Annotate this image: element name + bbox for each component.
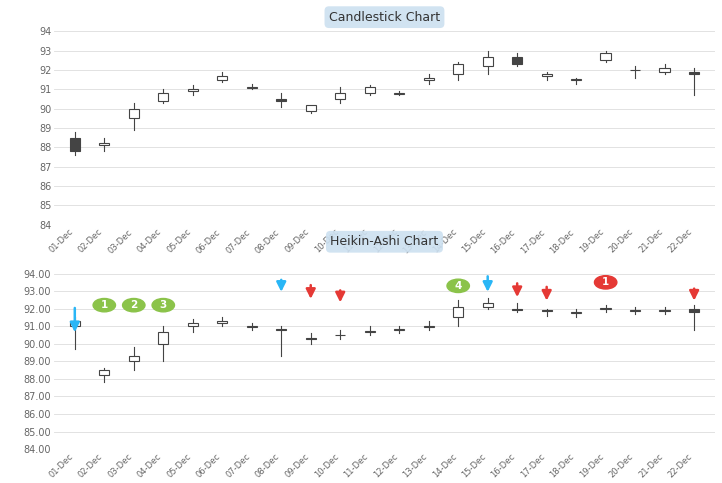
Circle shape — [152, 298, 175, 312]
Bar — [129, 356, 139, 361]
Bar — [512, 309, 522, 311]
Bar — [659, 68, 670, 72]
Text: 2: 2 — [130, 300, 137, 310]
Bar — [424, 78, 434, 80]
Bar — [689, 309, 700, 312]
Text: 3: 3 — [160, 300, 167, 310]
Bar — [601, 53, 611, 60]
Circle shape — [447, 279, 469, 293]
Bar — [424, 326, 434, 327]
Bar — [276, 99, 287, 101]
Bar — [247, 87, 257, 88]
Circle shape — [123, 298, 145, 312]
Text: Heikin-Ashi Chart: Heikin-Ashi Chart — [331, 235, 438, 248]
Bar — [99, 143, 110, 145]
Bar — [217, 76, 227, 80]
Bar — [247, 326, 257, 327]
Text: 1: 1 — [100, 300, 108, 310]
Bar — [571, 79, 581, 80]
Text: 1: 1 — [602, 277, 609, 287]
Bar — [512, 57, 522, 64]
Bar — [542, 310, 552, 311]
Text: Candlestick Chart: Candlestick Chart — [329, 11, 440, 24]
Bar — [542, 74, 552, 76]
Bar — [394, 93, 404, 94]
Bar — [217, 321, 227, 323]
Bar — [158, 93, 168, 101]
Bar — [69, 138, 80, 151]
Bar — [571, 312, 581, 313]
Bar — [365, 331, 375, 332]
Bar — [99, 370, 110, 375]
Bar — [158, 331, 168, 344]
Text: 4: 4 — [455, 281, 462, 291]
Bar — [482, 57, 493, 66]
Bar — [659, 310, 670, 311]
Bar — [453, 307, 464, 317]
Bar — [453, 64, 464, 74]
Bar — [188, 323, 198, 326]
Bar — [335, 93, 345, 99]
Bar — [276, 329, 287, 330]
Bar — [188, 89, 198, 91]
Bar — [630, 310, 640, 311]
Bar — [601, 308, 611, 309]
Circle shape — [93, 298, 116, 312]
Bar — [305, 338, 316, 339]
Bar — [689, 72, 700, 74]
Bar — [394, 329, 404, 330]
Bar — [482, 303, 493, 307]
Bar — [365, 87, 375, 93]
Circle shape — [594, 276, 617, 289]
Bar — [630, 70, 640, 71]
Bar — [69, 321, 80, 326]
Bar — [305, 105, 316, 111]
Bar — [129, 109, 139, 118]
